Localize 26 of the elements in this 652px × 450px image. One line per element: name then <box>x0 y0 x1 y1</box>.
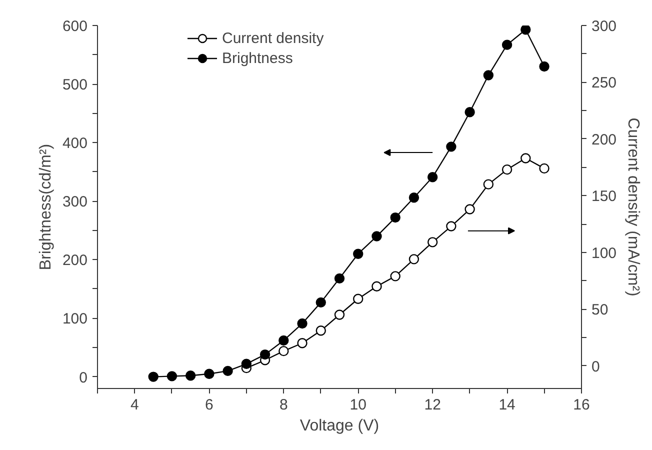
y-tick-label: 0 <box>79 369 88 386</box>
x-tick-label: 8 <box>279 396 288 414</box>
y-tick-label: 400 <box>62 135 88 152</box>
x-tick-label: 6 <box>205 396 214 414</box>
y2-tick-label: 50 <box>592 302 608 319</box>
legend-label: Current density <box>222 29 324 47</box>
x-tick-label: 16 <box>573 396 590 414</box>
y-axis-title: Brightness(cd/m²) <box>37 144 54 270</box>
y2-tick-label: 0 <box>592 358 600 376</box>
y2-axis-title: Current density (mA/cm²) <box>624 118 642 296</box>
y2-tick-label: 200 <box>592 131 617 148</box>
x-axis-title: Voltage (V) <box>300 418 380 434</box>
y-tick-label: 200 <box>62 252 88 270</box>
y-tick-label: 100 <box>62 310 88 328</box>
x-tick-label: 4 <box>130 396 139 414</box>
y2-tick-label: 300 <box>592 18 617 35</box>
y-tick-label: 500 <box>62 76 88 94</box>
y-tick-label: 600 <box>62 18 88 35</box>
x-tick-label: 12 <box>424 396 441 414</box>
legend-label: Brightness <box>222 49 293 67</box>
x-tick-label: 14 <box>498 396 516 414</box>
y2-tick-label: 100 <box>592 244 617 262</box>
y-tick-label: 300 <box>62 194 88 211</box>
y2-tick-label: 150 <box>592 188 617 206</box>
y2-tick-label: 250 <box>592 74 617 92</box>
x-tick-label: 10 <box>350 396 366 414</box>
